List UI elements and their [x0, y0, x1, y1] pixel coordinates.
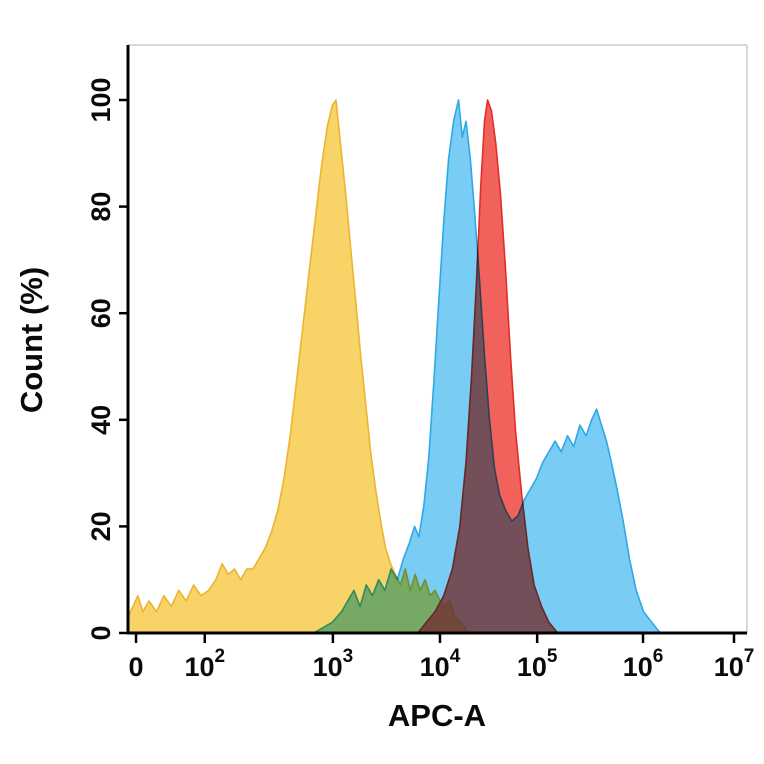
histogram-series-layer	[127, 99, 662, 634]
x-tick-label: 104	[420, 646, 461, 682]
x-tick-label: 105	[517, 646, 558, 682]
blue-histogram	[312, 99, 662, 634]
y-tick-label: 20	[86, 511, 116, 541]
x-tick-label: 107	[714, 646, 755, 682]
y-tick-label: 60	[86, 298, 116, 328]
x-tick-label: 103	[313, 646, 354, 682]
y-tick-label: 0	[86, 625, 116, 640]
y-tick-label: 40	[86, 405, 116, 435]
y-tick-label: 80	[86, 192, 116, 222]
x-axis-ticks: 0 102 103 104 105 106 107	[129, 634, 755, 682]
x-tick-label: 0	[129, 652, 144, 682]
x-tick-label: 106	[623, 646, 664, 682]
x-axis-title: APC-A	[388, 698, 486, 733]
y-axis-ticks: 0 20 40 60 80 100	[86, 77, 127, 641]
y-axis-title: Count (%)	[14, 267, 49, 413]
x-tick-label: 102	[184, 646, 225, 682]
y-tick-label: 100	[86, 77, 116, 122]
